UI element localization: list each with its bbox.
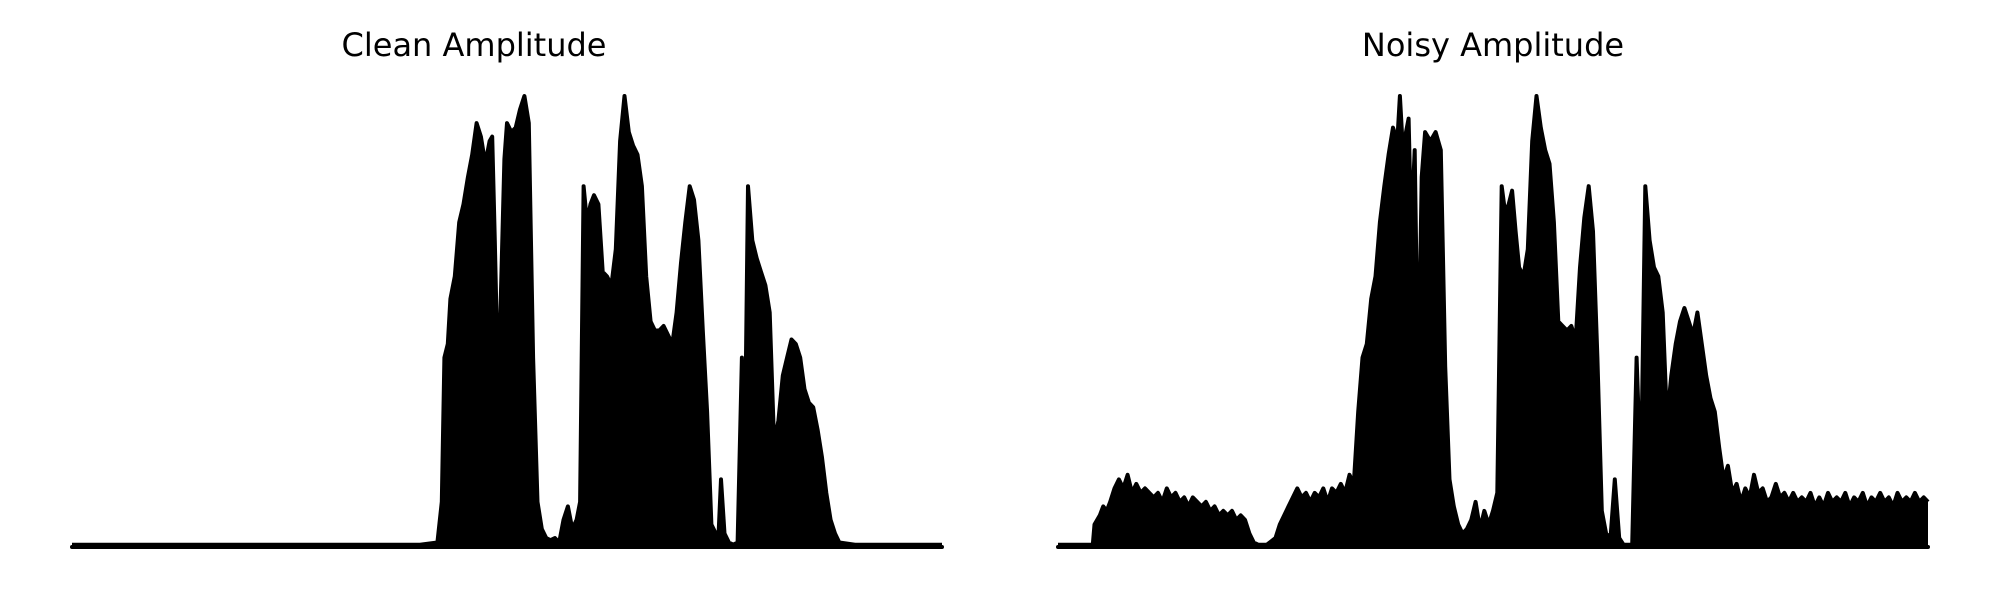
clean-amplitude-plot [70, 94, 944, 549]
noisy-amplitude-plot [1056, 94, 1930, 549]
noisy-amplitude-title: Noisy Amplitude [1362, 26, 1624, 64]
clean-amplitude-title: Clean Amplitude [342, 26, 607, 64]
waveform-area [1058, 96, 1928, 547]
waveform-envelope-line [1058, 94, 1930, 547]
clean-amplitude-panel: Clean Amplitude [70, 26, 944, 549]
waveform-area [72, 96, 942, 547]
waveform-envelope-line [72, 94, 942, 547]
noisy-amplitude-panel: Noisy Amplitude [1056, 26, 1930, 549]
